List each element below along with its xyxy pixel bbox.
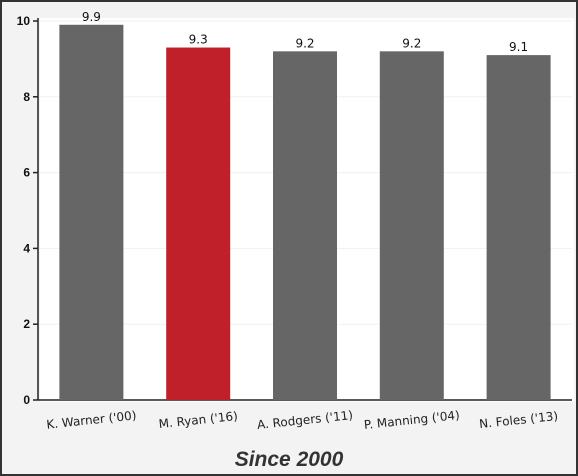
bar <box>59 24 124 400</box>
data-label: 9.2 <box>295 36 314 50</box>
x-tick-label: N. Foles ('13) <box>479 409 559 431</box>
y-tick-label: 4 <box>23 241 30 255</box>
y-tick-label: 0 <box>23 393 30 407</box>
y-tick-label: 2 <box>23 317 30 331</box>
data-label: 9.2 <box>402 36 421 50</box>
data-label: 9.9 <box>82 10 101 24</box>
y-tick-label: 8 <box>23 90 30 104</box>
bar <box>273 51 337 400</box>
x-tick-label: M. Ryan ('16) <box>158 409 239 431</box>
x-tick-label: K. Warner ('00) <box>46 408 137 431</box>
bar <box>486 55 551 401</box>
chart-caption: Since 2000 <box>234 448 344 471</box>
y-tick-label: 10 <box>17 14 31 28</box>
data-label: 9.3 <box>189 33 208 47</box>
x-tick-label: P. Manning ('04) <box>363 408 460 432</box>
bar <box>166 47 231 400</box>
x-tick-label: A. Rodgers ('11) <box>256 408 353 432</box>
bar <box>379 51 444 400</box>
y-tick-label: 6 <box>23 166 30 180</box>
data-label: 9.1 <box>509 40 528 54</box>
